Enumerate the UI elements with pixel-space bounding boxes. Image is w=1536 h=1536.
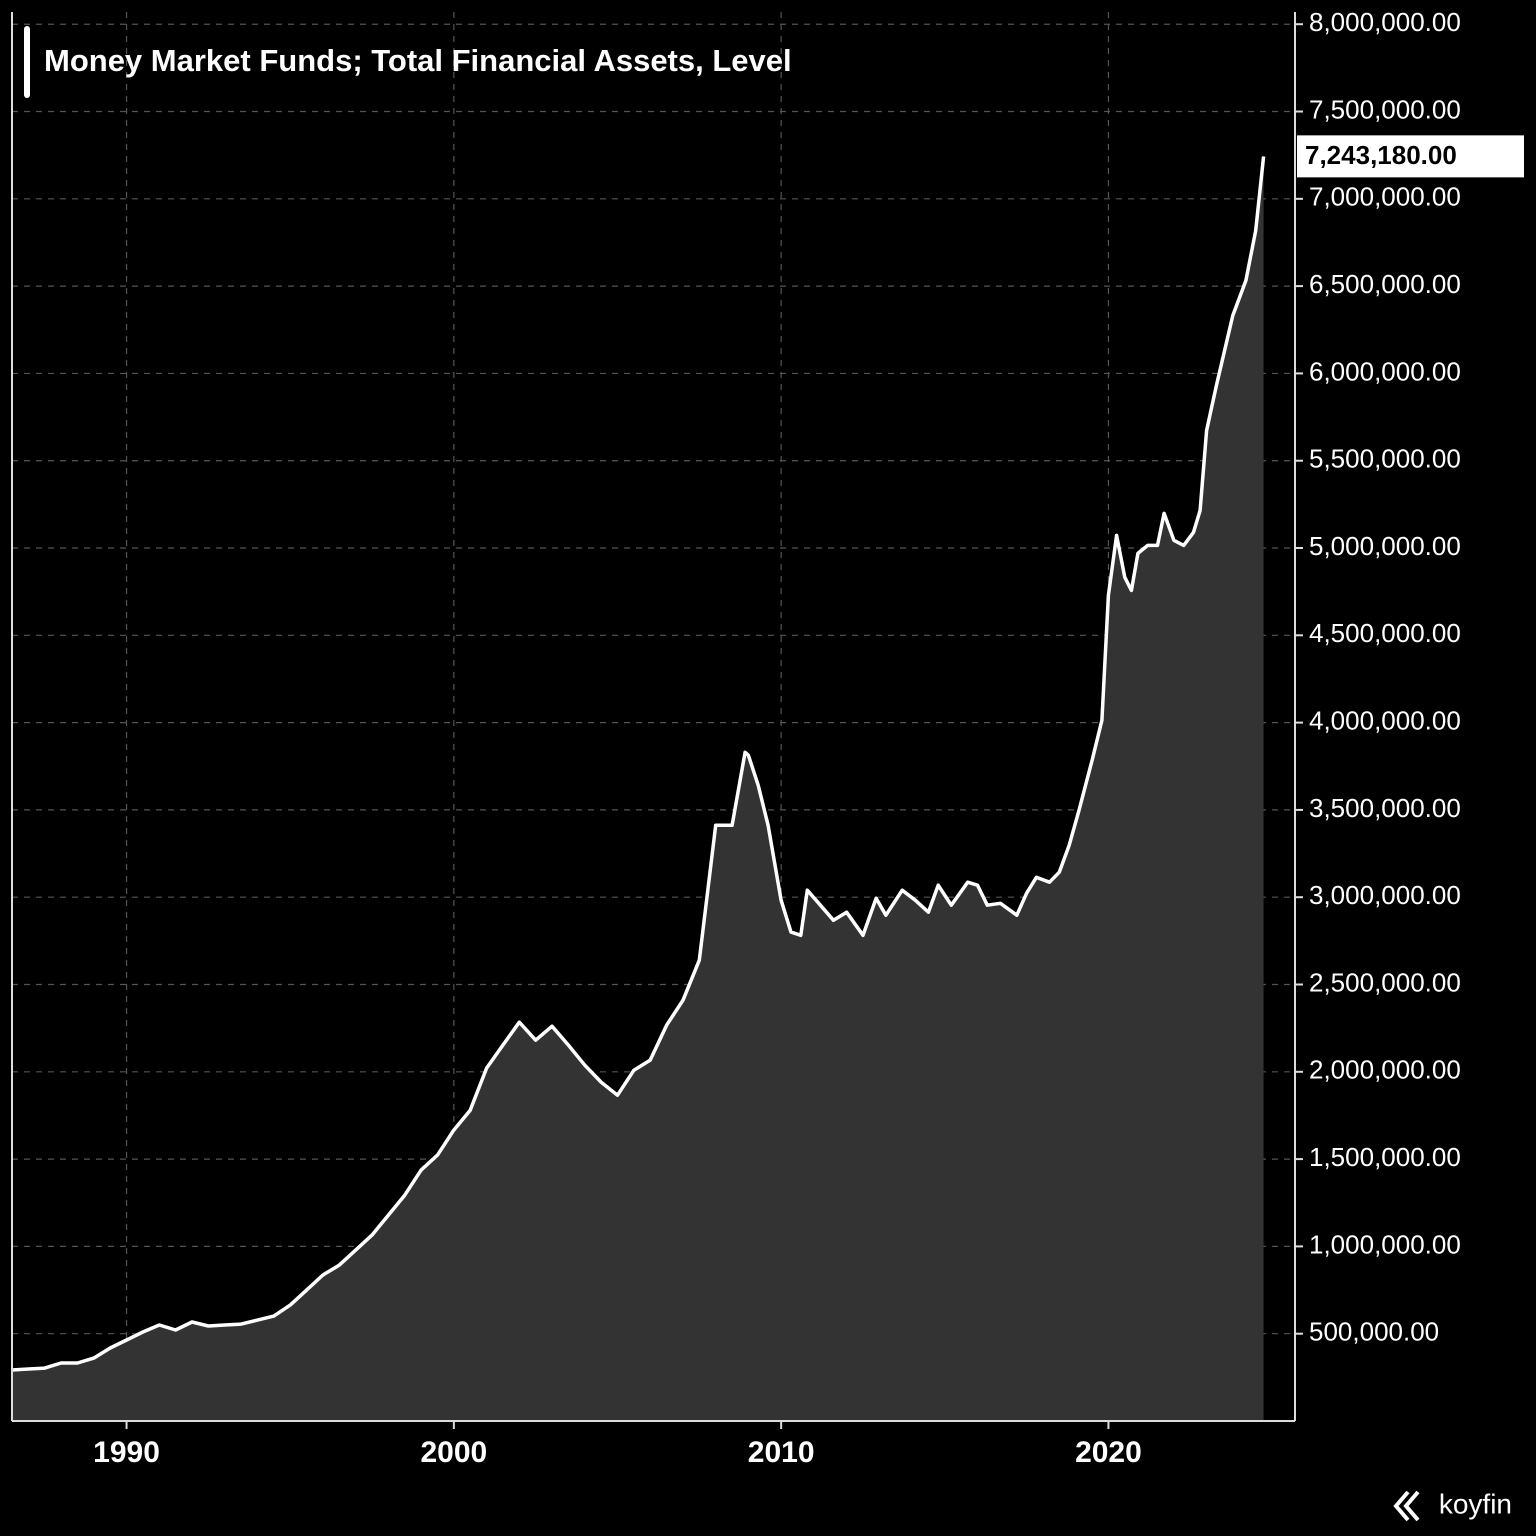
y-tick-label: 3,500,000.00 xyxy=(1309,793,1461,823)
x-tick-label: 1990 xyxy=(93,1436,160,1469)
value-label: 7,243,180.00 xyxy=(1305,140,1457,170)
y-tick-label: 5,000,000.00 xyxy=(1309,531,1461,561)
value-label-box xyxy=(1297,135,1524,178)
y-tick-label: 1,500,000.00 xyxy=(1309,1142,1461,1172)
x-tick-label: 2010 xyxy=(748,1436,815,1469)
y-tick-label: 500,000.00 xyxy=(1309,1317,1439,1347)
line xyxy=(11,156,1266,1372)
y-tick-label: 2,000,000.00 xyxy=(1309,1055,1461,1085)
y-tick-label: 7,500,000.00 xyxy=(1309,94,1461,124)
chart-title: Money Market Funds; Total Financial Asse… xyxy=(44,43,792,78)
y-tick-label: 6,500,000.00 xyxy=(1309,269,1461,299)
axes: 500,000.00 1,000,000.00 1,500,000.00 2,000,… xyxy=(93,7,1524,1469)
y-tick-label: 2,500,000.00 xyxy=(1309,967,1461,997)
logo-icon xyxy=(1393,1490,1420,1522)
source-logo: koyfin xyxy=(1439,1488,1512,1519)
title-accent xyxy=(24,26,30,98)
y-tick-label: 3,000,000.00 xyxy=(1309,880,1461,910)
y-tick-label: 7,000,000.00 xyxy=(1309,182,1461,212)
area-fill xyxy=(12,156,1264,1421)
y-tick-label: 4,000,000.00 xyxy=(1309,705,1461,735)
y-tick-label: 8,000,000.00 xyxy=(1309,7,1461,37)
y-tick-label: 5,500,000.00 xyxy=(1309,444,1461,474)
plot xyxy=(11,156,1266,1421)
x-tick-label: 2020 xyxy=(1075,1436,1142,1469)
x-tick-label: 2000 xyxy=(420,1436,487,1469)
y-tick-label: 1,000,000.00 xyxy=(1309,1229,1461,1259)
y-tick-label: 4,500,000.00 xyxy=(1309,618,1461,648)
y-tick-label: 6,000,000.00 xyxy=(1309,356,1461,386)
